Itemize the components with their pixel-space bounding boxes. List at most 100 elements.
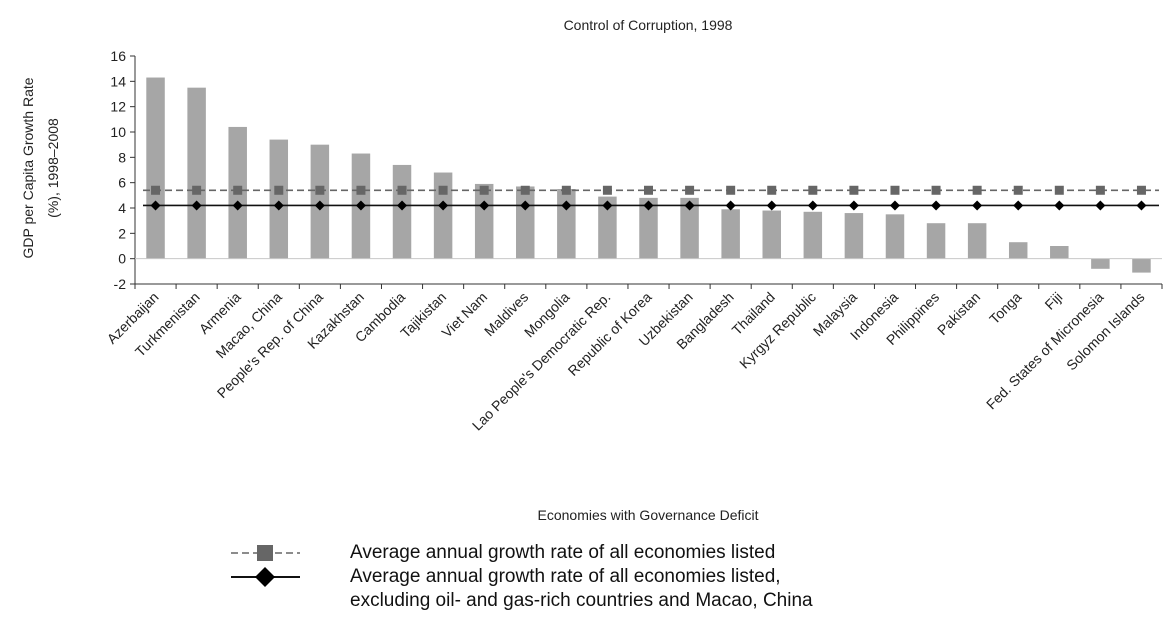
avg-all-marker <box>808 185 818 195</box>
avg-all-marker <box>1095 185 1105 195</box>
y-tick-label: 16 <box>110 48 126 64</box>
bar-fed-states-of-micronesia <box>1091 258 1110 269</box>
avg-excluding-marker <box>725 200 736 211</box>
legend-swatch-solid-diamond <box>231 567 300 587</box>
bar-bangladesh <box>721 209 740 259</box>
bar-kyrgyz-republic <box>803 211 823 259</box>
avg-all-marker <box>767 185 777 195</box>
y-tick-label: 14 <box>110 73 126 89</box>
avg-all-marker <box>849 185 859 195</box>
legend-label-excluding-line-2: excluding oil- and gas-rich countries an… <box>350 590 813 611</box>
avg-excluding-marker <box>479 200 490 211</box>
avg-all-marker <box>151 185 161 195</box>
legend-item-all: Average annual growth rate of all econom… <box>228 541 813 565</box>
y-tick-label: 12 <box>110 99 126 115</box>
bar-fiji <box>1050 246 1069 259</box>
avg-excluding-marker <box>766 200 777 211</box>
bar-cambodia <box>392 164 412 259</box>
y-axis-title-line-2: (%), 1998–2008 <box>45 118 61 218</box>
legend-label-all: Average annual growth rate of all econom… <box>350 542 776 563</box>
bar-republic-of-korea <box>639 197 658 259</box>
bar-lao-people-s-democratic-rep <box>598 196 617 259</box>
bar-philippines <box>926 223 946 259</box>
avg-all-marker <box>1136 185 1146 195</box>
y-tick-label: 8 <box>118 149 126 165</box>
category-label: Solomon Islands <box>1063 289 1148 374</box>
category-label: Viet Nam <box>438 289 490 341</box>
bar-uzbekistan <box>680 197 699 259</box>
legend-swatch-dashed-square <box>231 545 300 561</box>
legend: Average annual growth rate of all econom… <box>228 541 813 611</box>
avg-excluding-marker <box>848 200 859 211</box>
avg-excluding-marker <box>602 200 613 211</box>
avg-all-marker <box>356 185 366 195</box>
avg-all-marker <box>397 185 407 195</box>
bar-malaysia <box>844 213 864 259</box>
avg-excluding-marker <box>273 200 284 211</box>
avg-all-marker <box>931 185 941 195</box>
avg-all-marker <box>972 185 982 195</box>
y-tick-label: 10 <box>110 124 126 140</box>
legend-label-excluding-line-1: Average annual growth rate of all econom… <box>350 566 781 587</box>
bar-mongolia <box>557 189 576 259</box>
avg-all-marker <box>726 185 736 195</box>
avg-all-marker <box>438 185 448 195</box>
y-axis-title-line-1: GDP per Capita Growth Rate <box>20 77 36 258</box>
legend-item-excluding: Average annual growth rate of all econom… <box>228 565 813 611</box>
bar-maldives <box>516 186 535 259</box>
avg-all-marker <box>520 185 530 195</box>
bar-tajikistan <box>433 172 453 259</box>
avg-all-marker <box>274 185 284 195</box>
bar-macao-china <box>269 139 289 259</box>
avg-excluding-marker <box>355 200 366 211</box>
avg-all-marker <box>602 185 612 195</box>
y-tick-label: 0 <box>118 251 126 267</box>
bar-solomon-islands <box>1132 258 1151 273</box>
avg-excluding-marker <box>643 200 654 211</box>
avg-excluding-marker <box>1054 200 1065 211</box>
avg-all-marker <box>890 185 900 195</box>
bar-tonga <box>1008 242 1028 259</box>
bar-turkmenistan <box>187 87 206 259</box>
y-tick-label: 2 <box>118 225 126 241</box>
bar-pakistan <box>967 223 987 259</box>
category-label: Tonga <box>986 289 1024 327</box>
avg-excluding-marker <box>191 200 202 211</box>
avg-all-marker <box>644 185 653 195</box>
y-tick-label: 6 <box>118 175 126 191</box>
avg-all-marker <box>315 185 325 195</box>
avg-excluding-marker <box>889 200 900 211</box>
category-label: Pakistan <box>934 289 983 338</box>
chart: Control of Corruption, 1998 GDP per Capi… <box>20 17 1163 523</box>
avg-excluding-marker <box>561 200 572 211</box>
avg-all-marker <box>479 185 489 195</box>
avg-excluding-marker <box>1136 200 1147 211</box>
avg-excluding-marker <box>520 200 531 211</box>
avg-excluding-marker <box>1013 200 1024 211</box>
avg-excluding-marker <box>1095 200 1106 211</box>
avg-excluding-marker <box>314 200 325 211</box>
x-axis-title: Economies with Governance Deficit <box>538 507 759 523</box>
avg-all-marker <box>192 185 202 195</box>
avg-excluding-marker <box>438 200 449 211</box>
avg-excluding-marker <box>232 200 243 211</box>
avg-all-marker <box>1054 185 1064 195</box>
avg-excluding-marker <box>972 200 983 211</box>
avg-excluding-marker <box>807 200 818 211</box>
avg-excluding-marker <box>931 200 942 211</box>
plot-area: 1614121086420-2AzerbaijanTurkmenistanArm… <box>104 48 1163 434</box>
y-tick-label: -2 <box>114 276 127 292</box>
avg-excluding-marker <box>684 200 695 211</box>
avg-excluding-marker <box>397 200 408 211</box>
chart-title: Control of Corruption, 1998 <box>564 17 733 33</box>
avg-all-marker <box>1013 185 1023 195</box>
avg-all-marker <box>233 185 243 195</box>
category-label: Fiji <box>1041 289 1065 313</box>
avg-all-marker <box>685 185 695 195</box>
avg-excluding-marker <box>150 200 161 211</box>
bar-thailand <box>762 210 781 259</box>
bar-indonesia <box>885 214 905 259</box>
y-tick-label: 4 <box>118 200 126 216</box>
bar-viet-nam <box>474 183 494 259</box>
avg-all-marker <box>561 185 571 195</box>
